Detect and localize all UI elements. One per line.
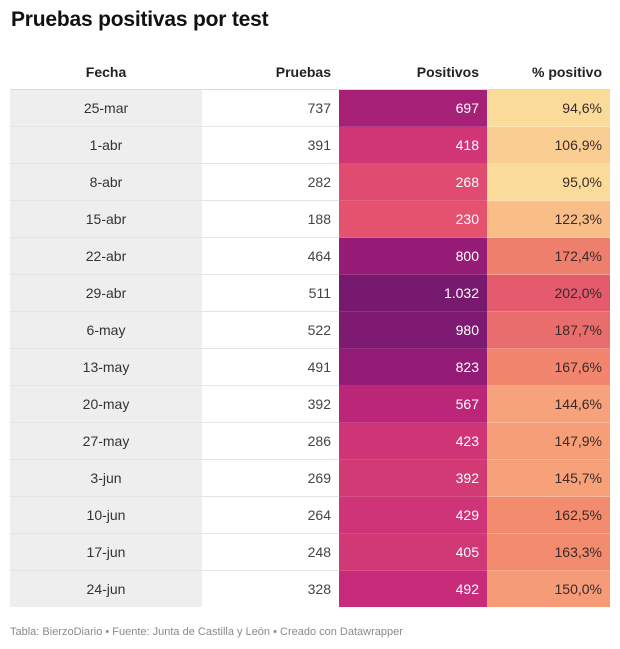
cell-positivos: 418 [339, 126, 487, 164]
table-row: 6-may 522 980 187,7% [10, 311, 610, 349]
cell-positivos: 429 [339, 496, 487, 534]
cell-pct-positivo: 94,6% [487, 89, 610, 127]
cell-positivos: 230 [339, 200, 487, 238]
cell-pruebas: 188 [202, 200, 339, 238]
cell-pct-positivo: 144,6% [487, 385, 610, 423]
data-table: Fecha Pruebas Positivos % positivo 25-ma… [10, 55, 610, 607]
table-row: 13-may 491 823 167,6% [10, 348, 610, 386]
cell-fecha: 13-may [10, 348, 202, 386]
cell-pruebas: 511 [202, 274, 339, 312]
table-row: 29-abr 511 1.032 202,0% [10, 274, 610, 312]
cell-pct-positivo: 202,0% [487, 274, 610, 312]
cell-pct-positivo: 172,4% [487, 237, 610, 275]
cell-pct-positivo: 162,5% [487, 496, 610, 534]
source-footer: Tabla: BierzoDiario • Fuente: Junta de C… [10, 626, 403, 638]
cell-pruebas: 286 [202, 422, 339, 460]
chart-title: Pruebas positivas por test [11, 8, 269, 31]
cell-fecha: 3-jun [10, 459, 202, 497]
cell-pct-positivo: 147,9% [487, 422, 610, 460]
cell-pct-positivo: 163,3% [487, 533, 610, 571]
cell-fecha: 29-abr [10, 274, 202, 312]
cell-pct-positivo: 106,9% [487, 126, 610, 164]
cell-pruebas: 248 [202, 533, 339, 571]
cell-pct-positivo: 95,0% [487, 163, 610, 201]
cell-fecha: 27-may [10, 422, 202, 460]
cell-positivos: 392 [339, 459, 487, 497]
cell-pruebas: 491 [202, 348, 339, 386]
cell-positivos: 980 [339, 311, 487, 349]
table-row: 20-may 392 567 144,6% [10, 385, 610, 423]
cell-positivos: 800 [339, 237, 487, 275]
table-row: 15-abr 188 230 122,3% [10, 200, 610, 238]
cell-pruebas: 282 [202, 163, 339, 201]
table-row: 8-abr 282 268 95,0% [10, 163, 610, 201]
cell-fecha: 22-abr [10, 237, 202, 275]
cell-fecha: 17-jun [10, 533, 202, 571]
cell-pruebas: 328 [307, 581, 331, 597]
column-header-pruebas[interactable]: Pruebas [202, 55, 339, 90]
cell-pruebas: 737 [202, 89, 339, 127]
cell-fecha: 20-may [10, 385, 202, 423]
cell-positivos: 492 [339, 570, 487, 607]
column-header-fecha[interactable]: Fecha [10, 55, 202, 90]
cell-fecha: 6-may [10, 311, 202, 349]
table-row: 22-abr 464 800 172,4% [10, 237, 610, 275]
cell-pct-positivo: 150,0% [487, 570, 610, 607]
cell-positivos: 567 [339, 385, 487, 423]
cell-fecha: 10-jun [10, 496, 202, 534]
cell-positivos: 423 [339, 422, 487, 460]
cell-pruebas: 522 [202, 311, 339, 349]
cell-pct-positivo: 145,7% [487, 459, 610, 497]
table-row: 3-jun 269 392 145,7% [10, 459, 610, 497]
cell-pruebas: 392 [202, 385, 339, 423]
table-row: 1-abr 391 418 106,9% [10, 126, 610, 164]
column-header-pct-positivo[interactable]: % positivo [487, 55, 610, 90]
column-header-positivos[interactable]: Positivos [339, 55, 487, 90]
cell-fecha: 15-abr [10, 200, 202, 238]
cell-positivos: 1.032 [339, 274, 487, 312]
table-body: 25-mar 737 697 94,6% 1-abr 391 418 106,9% 8-abr 2… [10, 89, 610, 607]
cell-fecha: 8-abr [10, 163, 202, 201]
cell-pruebas: 264 [202, 496, 339, 534]
cell-positivos: 697 [339, 89, 487, 127]
cell-pct-positivo: 167,6% [487, 348, 610, 386]
table-row: 27-may 286 423 147,9% [10, 422, 610, 460]
cell-pct-positivo: 122,3% [487, 200, 610, 238]
cell-pct-positivo: 187,7% [487, 311, 610, 349]
cell-pruebas: 464 [202, 237, 339, 275]
cell-pruebas: 391 [202, 126, 339, 164]
cell-fecha: 1-abr [10, 126, 202, 164]
table-row: 10-jun 264 429 162,5% [10, 496, 610, 534]
cell-fecha: 25-mar [10, 89, 202, 127]
cell-positivos: 405 [339, 533, 487, 571]
cell-positivos: 268 [339, 163, 487, 201]
table-row: 25-mar 737 697 94,6% [10, 89, 610, 127]
header-row: Fecha Pruebas Positivos % positivo [10, 55, 610, 90]
cell-fecha: 24-jun [10, 570, 202, 607]
table-row: 17-jun 248 405 163,3% [10, 533, 610, 571]
cell-pruebas: 269 [202, 459, 339, 497]
table-row: 24-jun 328 492 150,0% [10, 570, 610, 607]
cell-positivos: 823 [339, 348, 487, 386]
